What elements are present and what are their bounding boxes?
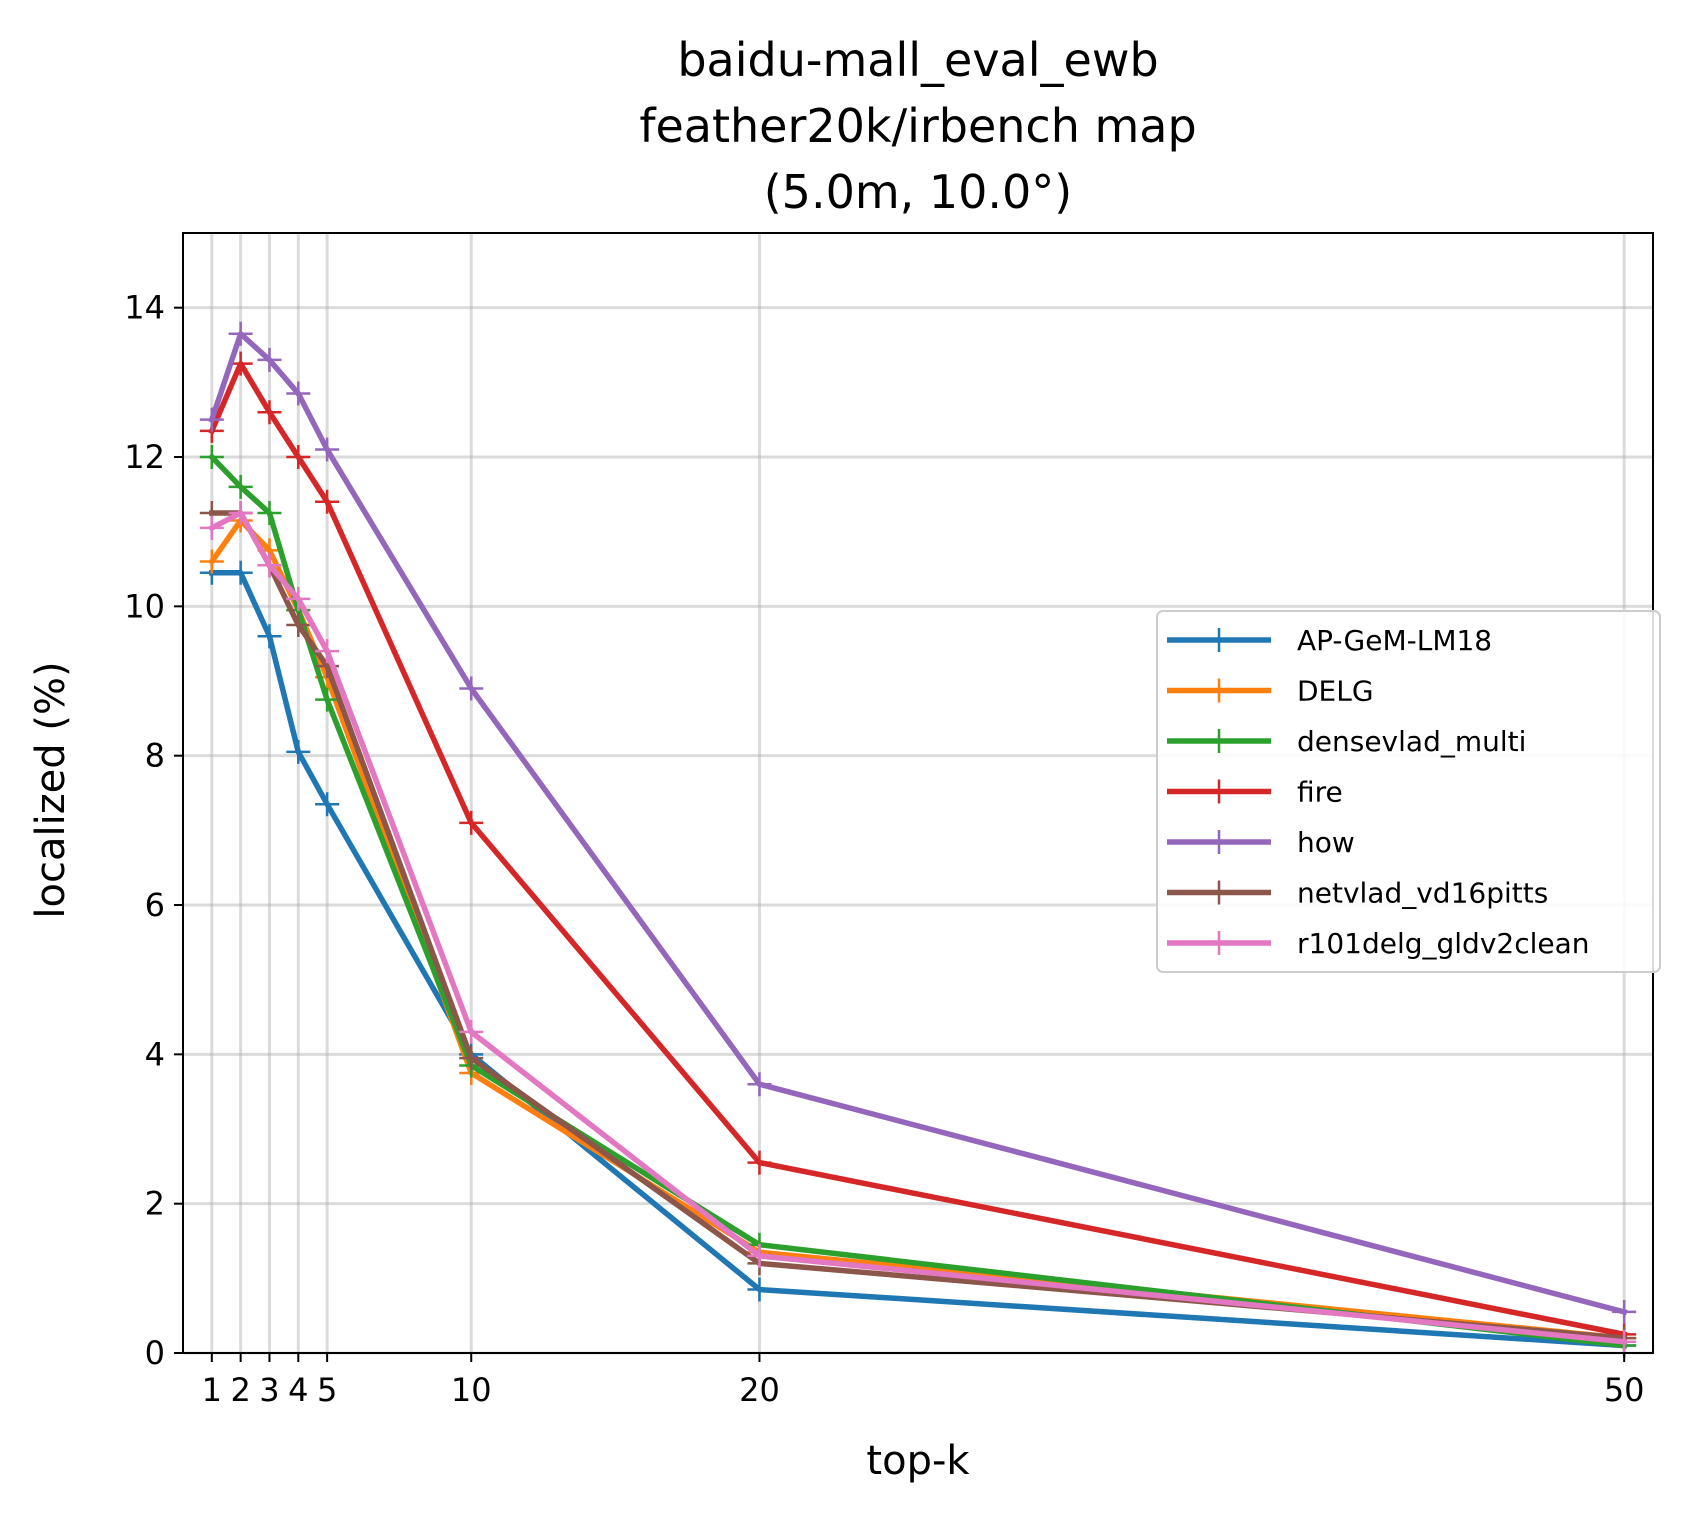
legend-swatch-marker — [1207, 628, 1231, 652]
y-tick-label: 10 — [124, 587, 165, 625]
legend-item: densevlad_multi — [1167, 725, 1526, 758]
data-point-marker — [747, 1243, 772, 1268]
x-tick-label: 50 — [1604, 1371, 1645, 1409]
data-point-marker — [286, 445, 311, 469]
y-tick-label: 6 — [145, 886, 165, 924]
chart-title-line-3: (5.0m, 10.0°) — [764, 165, 1073, 219]
y-tick-label: 14 — [124, 289, 165, 327]
legend-label: AP-GeM-LM18 — [1297, 624, 1492, 657]
x-tick-label: 1 — [202, 1371, 222, 1409]
data-point-marker — [459, 676, 484, 701]
y-tick-label: 12 — [124, 438, 165, 476]
legend-label: how — [1297, 826, 1355, 859]
data-point-marker — [228, 501, 253, 525]
legend-item: fire — [1167, 776, 1343, 809]
legend-label: r101delg_gldv2clean — [1297, 927, 1590, 960]
series-4 — [199, 321, 1637, 1324]
y-tick-label: 2 — [145, 1185, 165, 1223]
x-tick-label: 4 — [288, 1371, 308, 1409]
data-point-marker — [315, 489, 340, 514]
y-tick-label: 0 — [145, 1334, 165, 1372]
data-point-marker — [286, 381, 311, 406]
data-point-marker — [1612, 1329, 1637, 1354]
legend-swatch-marker — [1207, 779, 1231, 804]
chart-title-line-1: baidu-mall_eval_ewb — [677, 33, 1158, 87]
data-point-marker — [257, 347, 282, 372]
legend-label: netvlad_vd16pitts — [1297, 877, 1548, 910]
legend-swatch-marker — [1207, 678, 1231, 703]
data-point-marker — [459, 810, 484, 835]
data-point-marker — [257, 624, 282, 649]
x-axis-label: top-k — [866, 1438, 970, 1484]
data-point-marker — [257, 400, 282, 425]
data-point-marker — [315, 639, 340, 664]
legend-item: netvlad_vd16pitts — [1167, 877, 1548, 910]
series-line — [209, 569, 1628, 1349]
legend-swatch-marker — [1207, 931, 1231, 955]
data-point-marker — [199, 407, 224, 432]
y-tick-label: 4 — [145, 1035, 165, 1073]
x-tick-label: 20 — [739, 1371, 780, 1409]
data-point-marker — [315, 687, 340, 712]
x-tick-label: 2 — [230, 1371, 250, 1409]
chart-title-line-2: feather20k/irbench map — [639, 99, 1196, 153]
series-line — [208, 510, 1628, 1345]
series-line — [207, 453, 1628, 1349]
data-point-marker — [315, 437, 340, 462]
data-point-marker — [747, 1150, 772, 1175]
legend-frame — [1156, 610, 1661, 973]
series-6 — [199, 501, 1637, 1354]
series-line — [208, 360, 1628, 1338]
legend-swatch-marker — [1207, 880, 1231, 905]
data-point-marker — [199, 549, 224, 574]
data-point-marker — [286, 586, 311, 611]
data-point-marker — [747, 1277, 772, 1302]
legend-swatch-marker — [1207, 729, 1231, 753]
x-tick-label: 5 — [317, 1371, 337, 1409]
data-point-marker — [459, 1046, 484, 1071]
legend-label: DELG — [1297, 675, 1374, 708]
legend-swatch-marker — [1207, 830, 1231, 854]
data-point-marker — [286, 739, 311, 764]
legend-item: how — [1167, 826, 1355, 859]
legend-item: r101delg_gldv2clean — [1167, 927, 1590, 960]
series-line — [208, 331, 1628, 1316]
data-point-marker — [1612, 1299, 1637, 1324]
x-tick-label: 3 — [259, 1371, 279, 1409]
data-point-marker — [228, 474, 253, 499]
data-point-marker — [199, 445, 224, 469]
data-point-marker — [747, 1072, 772, 1097]
legend-item: DELG — [1167, 675, 1374, 708]
data-point-marker — [199, 515, 224, 540]
data-point-marker — [257, 553, 282, 578]
data-point-marker — [315, 792, 340, 817]
y-axis-label: localized (%) — [28, 661, 74, 918]
data-point-marker — [459, 1019, 484, 1044]
data-point-marker — [257, 501, 282, 525]
data-point-marker — [286, 613, 311, 637]
series-group — [199, 321, 1637, 1358]
x-tick-label: 10 — [451, 1371, 492, 1409]
data-point-marker — [228, 321, 253, 346]
legend-item: AP-GeM-LM18 — [1167, 624, 1492, 657]
legend-label: fire — [1297, 776, 1343, 809]
y-tick-label: 8 — [145, 737, 165, 775]
legend-label: densevlad_multi — [1297, 725, 1526, 758]
data-point-marker — [228, 560, 253, 585]
